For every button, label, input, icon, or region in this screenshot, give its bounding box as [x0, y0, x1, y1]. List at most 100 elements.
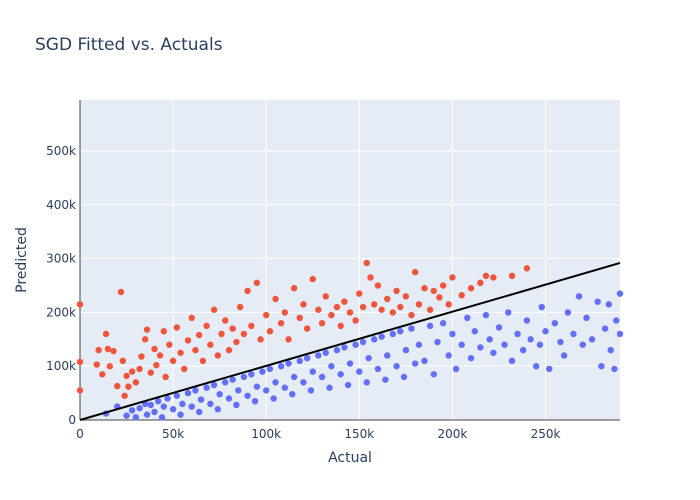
data-point [384, 352, 391, 359]
data-point [389, 309, 397, 316]
data-point [501, 341, 508, 348]
x-axis-ticks: 0 50k 100k 150k 200k 250k [76, 427, 560, 441]
data-point [95, 346, 102, 354]
data-point [210, 381, 218, 389]
data-point [508, 272, 516, 280]
data-point [570, 330, 577, 338]
data-point [253, 383, 261, 390]
data-point [188, 403, 195, 410]
data-point [560, 352, 568, 359]
data-point [538, 303, 545, 311]
data-point [402, 346, 410, 354]
data-point [333, 346, 341, 354]
data-point [439, 319, 447, 327]
data-point [601, 325, 609, 332]
data-point [253, 279, 261, 287]
data-point [162, 373, 169, 381]
y-tick-label: 500k [46, 144, 76, 158]
data-point [266, 328, 274, 335]
data-point [415, 301, 423, 308]
data-point [285, 360, 292, 367]
data-point [132, 379, 140, 386]
data-point [411, 360, 419, 367]
data-point [486, 336, 493, 343]
data-point [272, 379, 279, 386]
data-point [344, 381, 352, 389]
data-point [199, 357, 207, 365]
data-point [151, 345, 158, 353]
data-point [393, 287, 400, 295]
data-point [136, 404, 143, 412]
data-point [203, 322, 210, 330]
data-point [490, 274, 497, 281]
data-point [225, 346, 233, 354]
data-point [281, 309, 289, 316]
data-point [244, 287, 251, 295]
data-point [222, 317, 229, 324]
data-point [203, 384, 210, 391]
data-point [155, 397, 162, 405]
data-point [110, 347, 117, 355]
data-point [235, 387, 242, 394]
data-point [557, 338, 564, 346]
data-point [214, 406, 221, 413]
data-point [583, 314, 590, 322]
data-point [341, 298, 348, 305]
data-point [99, 371, 106, 378]
data-point [173, 324, 181, 331]
data-point [184, 337, 192, 344]
data-point [426, 322, 434, 330]
data-point [452, 365, 460, 373]
data-point [378, 333, 385, 340]
data-point [471, 328, 478, 335]
y-axis-title: Predicted [14, 227, 30, 293]
data-point [315, 306, 322, 313]
data-point [508, 357, 516, 365]
data-point [346, 309, 354, 316]
data-point [169, 406, 177, 413]
data-point [445, 301, 452, 308]
x-tick-label: 100k [251, 427, 281, 441]
data-point [426, 306, 434, 313]
data-point [536, 341, 544, 348]
x-tick-label: 0 [76, 427, 84, 441]
data-point [341, 344, 348, 351]
data-point [333, 303, 341, 311]
data-point [359, 338, 367, 346]
data-point [318, 373, 326, 381]
data-point [192, 346, 199, 354]
data-point [439, 282, 447, 289]
data-point [125, 383, 132, 390]
x-tick-label: 50k [162, 427, 184, 441]
data-point [136, 365, 143, 373]
y-tick-label: 400k [46, 198, 76, 212]
data-point [374, 282, 382, 289]
data-point [607, 346, 614, 354]
chart-title: SGD Fitted vs. Actuals [35, 35, 223, 55]
data-points [76, 259, 624, 421]
data-point [464, 314, 471, 322]
data-point [551, 319, 559, 327]
data-point [169, 357, 177, 365]
data-point [160, 403, 167, 410]
data-point [367, 274, 374, 281]
data-point [482, 311, 490, 319]
data-point [611, 365, 618, 373]
data-point [421, 285, 428, 292]
data-point [598, 363, 605, 370]
data-point [263, 387, 270, 394]
data-point [356, 368, 363, 375]
y-axis-ticks: 0 100k 200k 300k 400k 500k [46, 144, 76, 427]
data-point [411, 268, 419, 276]
data-point [337, 371, 344, 378]
data-point [281, 384, 289, 391]
data-point [527, 336, 534, 343]
data-point [458, 292, 465, 299]
data-point [128, 368, 136, 375]
data-point [303, 354, 311, 362]
data-point [158, 414, 166, 421]
x-axis-title: Actual [328, 450, 372, 466]
data-point [147, 401, 154, 409]
x-tick-label: 150k [344, 427, 374, 441]
data-point [382, 376, 389, 383]
